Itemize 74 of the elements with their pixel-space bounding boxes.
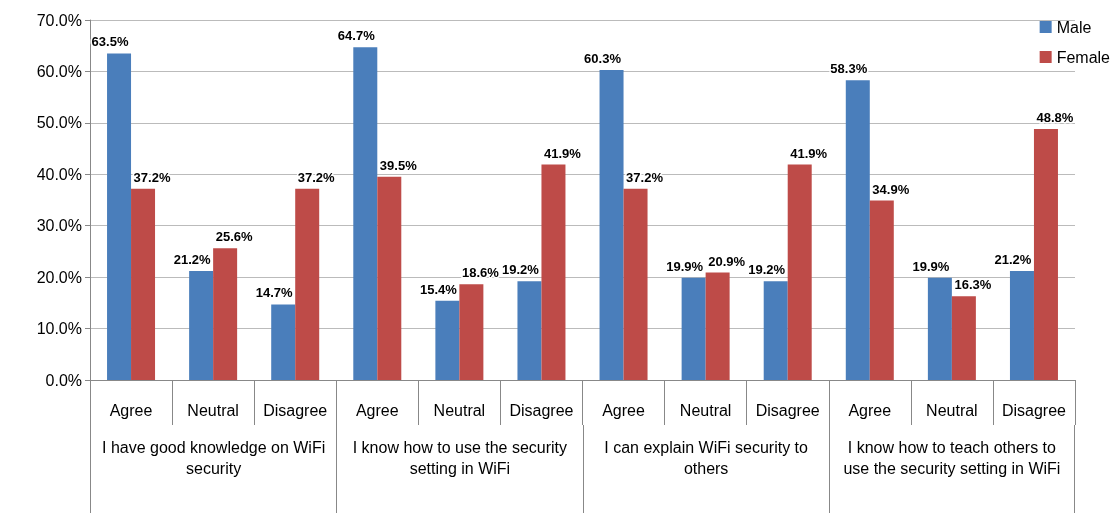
y-tick-label: 40.0% [36, 165, 82, 183]
bar [869, 200, 894, 380]
data-label: 19.9% [666, 258, 704, 274]
bar [787, 164, 812, 380]
text: I know how to teach others to use the security setting in WiFi [828, 425, 1075, 513]
data-label: 37.2% [626, 169, 664, 185]
bar [131, 188, 156, 380]
x-tick-label: Disagree [263, 401, 328, 419]
bar [1033, 129, 1058, 380]
y-tick-label: 20.0% [36, 268, 82, 286]
bar [189, 270, 214, 380]
bar [271, 304, 296, 380]
legend-label: Male [1056, 18, 1092, 36]
y-tick-label: 10.0% [36, 320, 82, 338]
y-tick-label: 30.0% [36, 217, 82, 235]
data-label: 14.7% [255, 285, 294, 301]
text: I know how to use the security setting in WiFi [336, 425, 583, 513]
y-tick-label: 60.0% [36, 62, 82, 80]
data-label: 19.2% [748, 262, 786, 278]
bar [951, 296, 976, 380]
text: I have good knowledge on WiFi security [90, 425, 337, 513]
legend-label: Female [1056, 48, 1111, 66]
data-label: 48.8% [1036, 110, 1074, 126]
x-tick-label: Agree [602, 401, 645, 419]
data-label: 37.2% [297, 169, 336, 185]
bar [599, 69, 624, 380]
data-label: 58.3% [830, 61, 868, 77]
bar [705, 272, 730, 380]
bar [681, 277, 706, 380]
bar [927, 277, 952, 380]
data-label: 64.7% [337, 28, 376, 44]
y-tick-label: 0.0% [45, 371, 82, 389]
data-label: 41.9% [544, 145, 582, 161]
text: I can explain WiFi security to others [582, 425, 829, 513]
bar [541, 164, 566, 380]
data-label: 37.2% [133, 169, 171, 185]
x-tick-label: Disagree [509, 401, 574, 419]
data-label: 60.3% [584, 50, 622, 66]
data-label: 18.6% [461, 265, 500, 281]
x-tick-label: Disagree [1001, 401, 1067, 419]
x-tick-label: Agree [848, 401, 892, 419]
data-label: 16.3% [954, 277, 992, 293]
x-tick-label: Agree [109, 401, 153, 419]
y-tick-label: 50.0% [36, 114, 82, 132]
bar [845, 80, 870, 380]
x-tick-label: Neutral [926, 401, 978, 419]
data-label: 39.5% [379, 157, 418, 173]
bar [1009, 270, 1034, 380]
y-tick-label: 70.0% [36, 11, 82, 29]
data-label: 15.4% [419, 281, 458, 297]
bar [623, 188, 648, 380]
bar [377, 176, 402, 380]
x-tick-label: Neutral [187, 401, 239, 419]
bar [107, 53, 132, 380]
x-tick-label: Disagree [755, 401, 820, 419]
bar [353, 47, 378, 380]
bar [459, 284, 484, 380]
data-label: 19.2% [502, 262, 540, 278]
x-tick-label: Neutral [679, 401, 732, 419]
data-label: 34.9% [872, 181, 910, 197]
bar [295, 188, 320, 380]
data-label: 19.9% [912, 258, 950, 274]
data-label: 20.9% [708, 253, 746, 269]
bar [517, 281, 542, 380]
data-label: 41.9% [790, 145, 828, 161]
x-tick-label: Neutral [433, 401, 486, 419]
data-label: 21.2% [173, 251, 211, 267]
bar [435, 300, 460, 380]
bar [763, 281, 788, 380]
x-tick-label: Agree [355, 401, 399, 419]
data-label: 25.6% [215, 229, 253, 245]
data-label: 21.2% [994, 251, 1032, 267]
bar [213, 248, 238, 380]
data-label: 63.5% [91, 34, 129, 50]
